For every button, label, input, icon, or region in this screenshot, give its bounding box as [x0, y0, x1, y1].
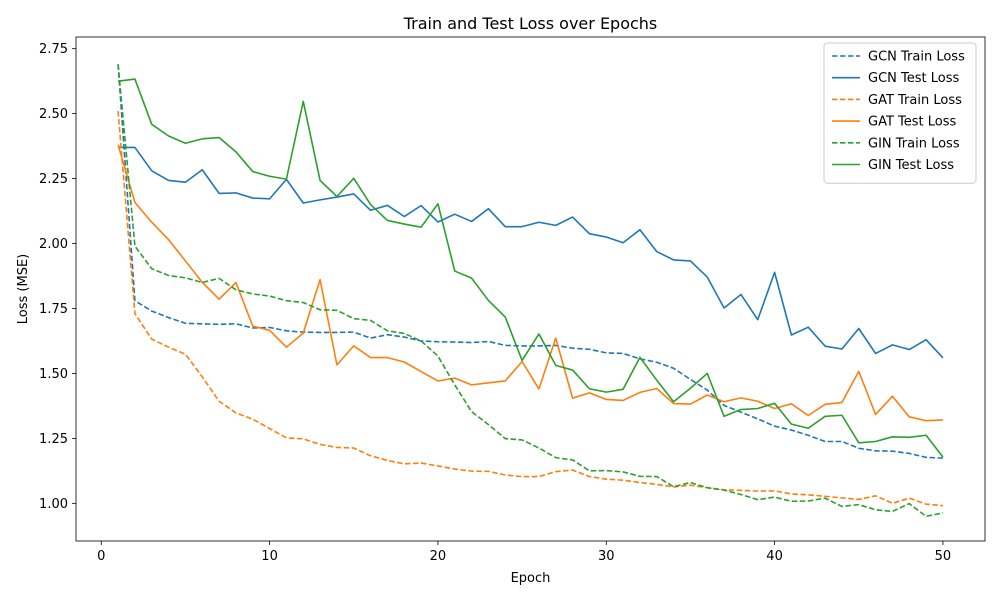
legend-label: GAT Test Loss	[868, 115, 957, 130]
y-tick-label: 1.50	[39, 367, 68, 382]
ticks-layer: 0 10 20 30 40 50 1.00 1.25 1.50 1.75 2.00 2.25 2.50 2…	[39, 42, 951, 564]
legend-label: GIN Train Loss	[868, 136, 960, 151]
y-tick-label: 2.50	[39, 107, 68, 122]
series-line-gcn-test-loss	[118, 146, 944, 359]
y-tick-label: 1.75	[39, 302, 68, 317]
series-line-gin-test-loss	[117, 78, 944, 458]
y-tick-label: 1.25	[39, 432, 68, 447]
chart-title: Train and Test Loss over Epochs	[403, 14, 658, 33]
x-tick-label: 40	[766, 549, 783, 564]
x-tick-label: 20	[430, 549, 447, 564]
legend-label: GCN Test Loss	[868, 71, 959, 86]
y-tick-label: 2.25	[39, 172, 68, 187]
series-line-gin-train-loss	[117, 64, 944, 518]
legend-box	[823, 42, 977, 184]
legend-label: GAT Train Loss	[868, 93, 962, 108]
y-axis-title: Loss (MSE)	[16, 254, 31, 324]
legend: GCN Train Loss GCN Test Loss GAT Train Los…	[823, 42, 977, 184]
y-tick-label: 2.75	[39, 42, 68, 57]
series-layer	[117, 64, 944, 518]
x-tick-label: 10	[261, 549, 278, 564]
y-tick-label: 1.00	[39, 497, 68, 512]
series-line-gat-test-loss	[117, 144, 943, 422]
x-tick-label: 50	[935, 549, 952, 564]
legend-label: GCN Train Loss	[868, 50, 965, 65]
x-tick-label: 30	[598, 549, 615, 564]
legend-label: GIN Test Loss	[868, 158, 954, 173]
x-axis-title: Epoch	[511, 571, 551, 586]
plot-frame	[75, 36, 986, 542]
x-tick-label: 0	[97, 549, 105, 564]
series-line-gat-train-loss	[117, 110, 943, 507]
y-tick-label: 2.00	[39, 237, 68, 252]
